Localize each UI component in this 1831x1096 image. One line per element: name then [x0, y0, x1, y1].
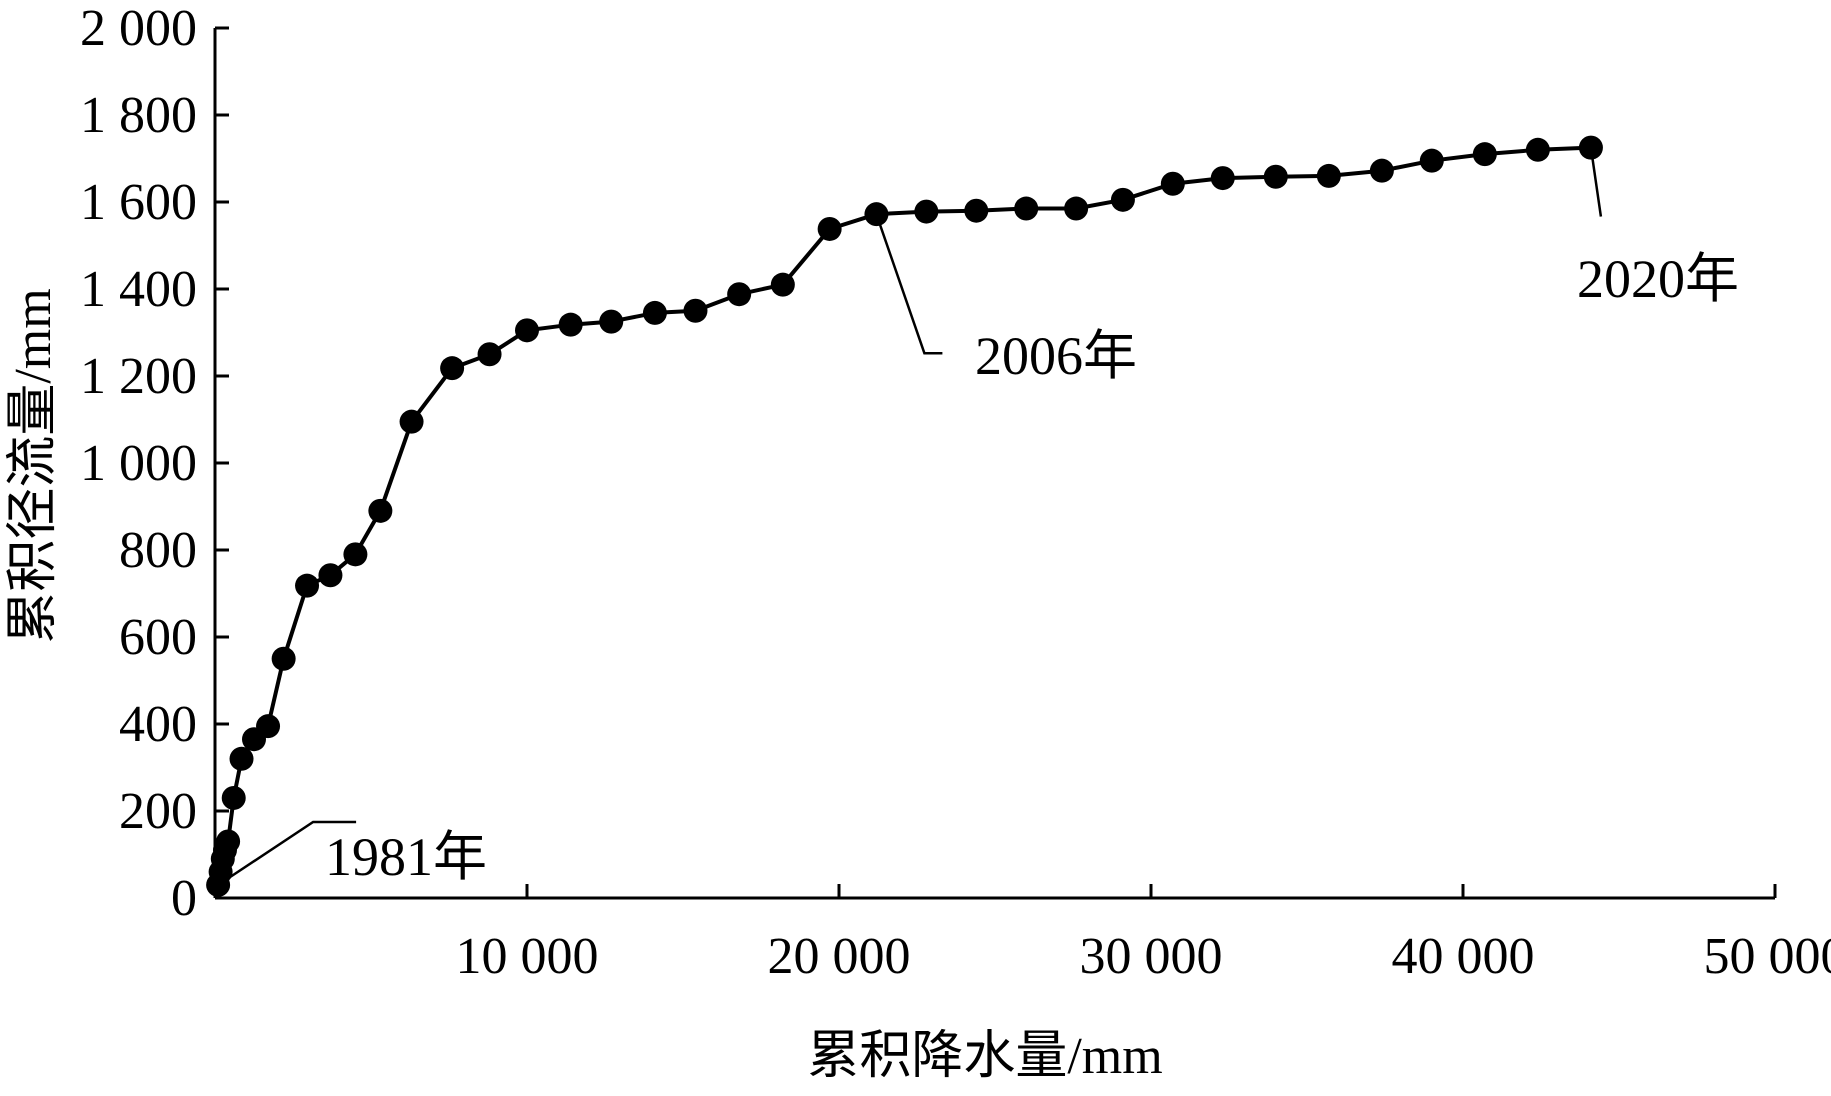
data-point	[1419, 148, 1444, 173]
series-layer	[206, 135, 1603, 897]
data-point	[399, 409, 424, 434]
annotation-leader-line	[217, 820, 357, 887]
y-tick-label: 200	[119, 783, 197, 840]
data-point	[368, 498, 393, 523]
data-point	[599, 309, 624, 334]
data-point	[318, 563, 343, 588]
data-point	[964, 198, 989, 223]
data-point	[256, 714, 281, 739]
y-tick-label: 1 600	[80, 174, 197, 231]
y-tick-label: 800	[119, 522, 197, 579]
y-tick-label: 1 400	[80, 261, 197, 318]
data-point	[864, 202, 889, 227]
x-tick-label: 30 000	[1080, 928, 1223, 985]
data-point	[1014, 196, 1039, 221]
data-point	[271, 646, 296, 671]
y-tick-label: 0	[171, 870, 197, 927]
series-line	[216, 145, 1591, 886]
data-point	[295, 573, 320, 598]
annotation-label: 2020年	[1577, 249, 1739, 309]
data-point	[1160, 171, 1185, 196]
annotation-leader-line	[875, 213, 943, 355]
data-point	[229, 746, 254, 771]
data-point	[477, 342, 502, 367]
data-point	[515, 318, 539, 343]
y-axis: 0 200 400 600 800 1 000 1 200 1 400 1 600 1 800 2 …	[80, 0, 229, 927]
data-point	[1110, 187, 1135, 212]
data-point	[1472, 142, 1497, 167]
x-tick-label: 50 000	[1704, 928, 1831, 985]
data-point	[221, 785, 246, 810]
x-tick-label: 10 000	[456, 928, 599, 985]
data-point	[642, 300, 667, 325]
x-tick-label: 20 000	[768, 928, 911, 985]
data-point	[914, 199, 939, 224]
data-point	[1064, 196, 1089, 221]
data-point	[343, 542, 368, 567]
data-point	[558, 312, 583, 337]
y-tick-label: 400	[119, 696, 197, 753]
y-tick-label: 1 200	[80, 348, 197, 405]
data-point	[727, 282, 752, 307]
data-point	[1369, 158, 1394, 183]
annotation-leader-line	[1589, 147, 1603, 217]
y-tick-label: 1 800	[80, 87, 197, 144]
x-axis-label: 累积降水量/mm	[807, 1028, 1162, 1085]
data-point	[216, 829, 241, 854]
y-tick-label: 2 000	[80, 0, 197, 57]
annotation-label: 2006年	[975, 326, 1137, 386]
data-point	[1316, 163, 1341, 188]
data-point	[1525, 137, 1550, 162]
annotation-label: 1981年	[325, 827, 487, 887]
x-axis: 10 000 20 000 30 000 40 000 50 000	[215, 884, 1831, 985]
data-point	[1210, 166, 1235, 191]
y-tick-label: 600	[119, 609, 197, 666]
data-point	[440, 356, 465, 381]
data-point	[817, 216, 842, 241]
y-tick-label: 1 000	[80, 435, 197, 492]
data-point	[683, 298, 708, 323]
annotation-layer: 1981年 2006年 2020年	[217, 147, 1739, 887]
x-tick-label: 40 000	[1392, 928, 1535, 985]
data-point	[1263, 164, 1288, 189]
y-axis-label: 累积径流量/mm	[5, 288, 62, 643]
data-point	[770, 272, 795, 297]
